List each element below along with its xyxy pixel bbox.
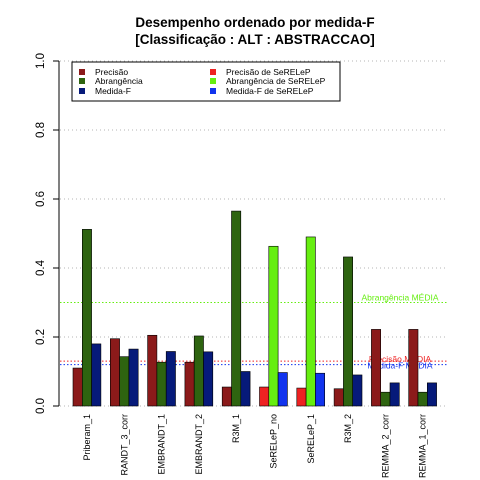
bar — [268, 245, 279, 407]
bar — [203, 351, 214, 407]
legend-swatch — [79, 78, 85, 84]
bar — [296, 387, 307, 407]
bar — [240, 371, 251, 407]
legend-swatch — [210, 69, 216, 75]
x-category-label: R3M_2 — [343, 414, 353, 443]
bar — [128, 348, 139, 407]
bar — [371, 329, 381, 407]
bar — [221, 386, 232, 407]
x-category-label: R3M_1 — [231, 414, 241, 443]
legend-label: Medida-F — [95, 86, 131, 96]
y-tick-label: 0.8 — [35, 122, 47, 138]
x-category-label: EMBRANDT_1 — [157, 414, 167, 475]
bar — [119, 356, 130, 407]
bar — [231, 210, 242, 407]
legend-swatch — [79, 69, 85, 75]
x-category-label: SeRELeP_no — [268, 414, 278, 469]
bar — [110, 338, 120, 407]
reference-line-label: Abrangência MÉDIA — [361, 293, 438, 303]
reference-line-label: Medida-F MÉDIA — [367, 361, 433, 371]
y-tick-label: 0.4 — [35, 259, 47, 276]
y-tick-label: 0.6 — [35, 191, 47, 207]
x-category-label: REMMA_2_corr — [380, 414, 390, 478]
bar — [156, 361, 167, 407]
bar — [184, 361, 195, 407]
reference-lines: Abrangência MÉDIA Precisão MÉDIAMedida-F … — [60, 293, 448, 371]
legend-swatch — [210, 78, 216, 84]
x-category-label: RANDT_3_corr — [119, 414, 129, 476]
legend-swatch — [79, 88, 85, 94]
bar — [165, 351, 176, 407]
bar — [315, 372, 325, 407]
x-category-label: SeRELeP_1 — [306, 414, 316, 464]
bar — [417, 391, 428, 407]
y-ticks: 0.0 0.2 0.4 0.6 0.8 1.0 — [35, 53, 59, 414]
bar — [259, 386, 270, 407]
bar — [380, 391, 391, 407]
y-tick-label: 0.0 — [35, 398, 47, 414]
bar — [147, 334, 158, 407]
legend-label: Precisão de SeRELeP — [226, 67, 311, 77]
x-category-label: REMMA_1_corr — [418, 414, 428, 478]
bar — [305, 236, 316, 407]
reference-line-label: Precisão MÉDIA — [369, 354, 432, 364]
bar — [408, 329, 419, 407]
bar — [426, 382, 437, 407]
bars — [72, 210, 437, 407]
bar — [277, 372, 288, 407]
x-category-labels: Priberam_1 RANDT_3_corr EMBRANDT_1 EMBRANDT… — [82, 414, 428, 478]
legend-label: Medida-F de SeRELeP — [226, 86, 314, 96]
y-tick-label: 0.2 — [35, 329, 47, 345]
chart-subtitle: [Classificação : ALT : ABSTRACCAO] — [135, 32, 375, 47]
bar — [72, 367, 83, 407]
chart-title: Desempenho ordenado por medida-F — [135, 15, 374, 30]
bar — [82, 229, 92, 407]
bar — [193, 335, 204, 407]
bar — [91, 343, 102, 407]
legend-box — [71, 61, 341, 102]
legend-swatch — [210, 88, 216, 94]
x-category-label: Priberam_1 — [82, 414, 92, 461]
legend-label: Abrangência — [95, 76, 143, 86]
bar — [352, 374, 363, 407]
y-tick-label: 1.0 — [35, 53, 47, 69]
bar — [343, 256, 353, 407]
bar — [389, 382, 400, 407]
legend-label: Precisão — [95, 67, 128, 77]
x-category-label: EMBRANDT_2 — [194, 414, 204, 475]
legend-label: Abrangência de SeRELeP — [226, 76, 326, 86]
bar — [333, 388, 344, 407]
